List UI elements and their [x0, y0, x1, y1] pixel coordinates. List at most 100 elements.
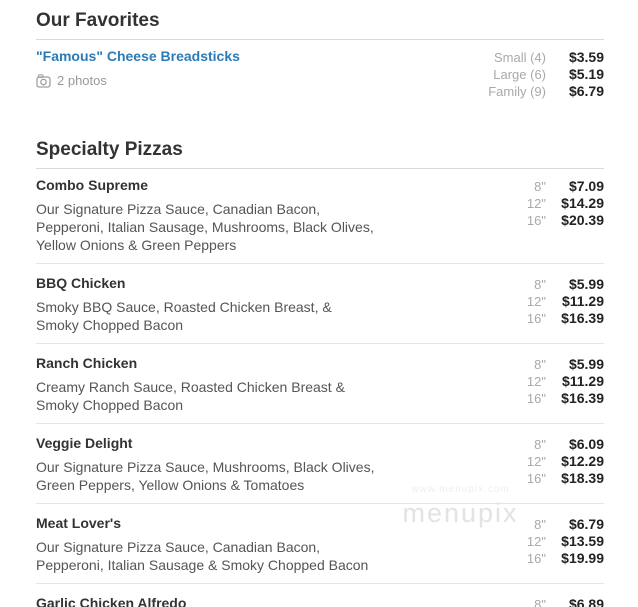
menu-section: Specialty Pizzas Combo Supreme Our Signa…: [36, 139, 604, 607]
price-row: Family (9) $6.79: [462, 83, 604, 100]
size-label: 8": [534, 437, 546, 452]
menu-item-info: Meat Lover's Our Signature Pizza Sauce, …: [36, 515, 418, 574]
menu-item-info: BBQ Chicken Smoky BBQ Sauce, Roasted Chi…: [36, 275, 418, 334]
price-value: $5.99: [568, 276, 604, 292]
price-row: 16" $16.39: [462, 310, 604, 327]
section-title: Specialty Pizzas: [36, 139, 604, 169]
size-label: 12": [526, 294, 546, 309]
price-value: $6.79: [568, 83, 604, 99]
price-rows: 8" $5.99 12" $11.29 16" $16.39: [462, 275, 604, 327]
price-row: 8" $5.99: [462, 276, 604, 293]
size-label: 12": [526, 454, 546, 469]
section-items: "Famous" Cheese Breadsticks 2 photos Sma…: [36, 40, 604, 109]
price-row: 12" $11.29: [462, 373, 604, 390]
size-label: 16": [526, 311, 546, 326]
price-row: 12" $11.29: [462, 293, 604, 310]
menu-item-name: Ranch Chicken: [36, 355, 138, 371]
menu-item-name: Veggie Delight: [36, 435, 133, 451]
price-row: 8" $7.09: [462, 178, 604, 195]
price-row: 16" $16.39: [462, 390, 604, 407]
size-label: 16": [526, 213, 546, 228]
size-label: 8": [534, 357, 546, 372]
price-value: $13.59: [561, 533, 604, 549]
price-row: 8" $6.89: [462, 596, 604, 607]
menu-item: "Famous" Cheese Breadsticks 2 photos Sma…: [36, 40, 604, 109]
price-value: $19.99: [561, 550, 604, 566]
price-value: $16.39: [561, 310, 604, 326]
price-row: 8" $5.99: [462, 356, 604, 373]
price-value: $6.79: [568, 516, 604, 532]
price-value: $16.39: [561, 390, 604, 406]
size-label: Small (4): [493, 50, 546, 65]
price-value: $3.59: [568, 49, 604, 65]
size-label: 8": [534, 597, 546, 607]
price-value: $11.29: [561, 373, 604, 389]
menu-item-name: Combo Supreme: [36, 177, 149, 193]
section-items: Combo Supreme Our Signature Pizza Sauce,…: [36, 169, 604, 607]
menu-item-info: Veggie Delight Our Signature Pizza Sauce…: [36, 435, 418, 494]
size-label: 12": [526, 196, 546, 211]
price-value: $18.39: [561, 470, 604, 486]
size-label: 12": [526, 374, 546, 389]
menu-item-name: Meat Lover's: [36, 515, 122, 531]
price-rows: 8" $6.09 12" $12.29 16" $18.39: [462, 435, 604, 487]
menu-item: BBQ Chicken Smoky BBQ Sauce, Roasted Chi…: [36, 263, 604, 343]
menu-item: Ranch Chicken Creamy Ranch Sauce, Roaste…: [36, 343, 604, 423]
price-row: 12" $12.29: [462, 453, 604, 470]
price-value: $20.39: [561, 212, 604, 228]
sections: Our Favorites "Famous" Cheese Breadstick…: [36, 10, 604, 607]
camera-icon: [36, 73, 51, 88]
price-value: $7.09: [568, 178, 604, 194]
price-value: $6.09: [568, 436, 604, 452]
menu-item-description: Creamy Ranch Sauce, Roasted Chicken Brea…: [36, 379, 345, 413]
menu-item-info: "Famous" Cheese Breadsticks 2 photos: [36, 48, 418, 88]
section-title: Our Favorites: [36, 10, 604, 40]
menu-item-description: Smoky BBQ Sauce, Roasted Chicken Breast,…: [36, 299, 332, 333]
price-value: $6.89: [568, 596, 604, 607]
size-label: 16": [526, 391, 546, 406]
menu-item-name: BBQ Chicken: [36, 275, 126, 291]
price-value: $11.29: [561, 293, 604, 309]
menu-item-description: Our Signature Pizza Sauce, Canadian Baco…: [36, 539, 369, 573]
price-rows: 8" $5.99 12" $11.29 16" $16.39: [462, 355, 604, 407]
menu-section: Our Favorites "Famous" Cheese Breadstick…: [36, 10, 604, 109]
size-label: 8": [534, 179, 546, 194]
price-rows: 8" $6.79 12" $13.59 16" $19.99: [462, 515, 604, 567]
menu-item-description: Our Signature Pizza Sauce, Mushrooms, Bl…: [36, 459, 375, 493]
photos-label: 2 photos: [57, 73, 107, 88]
menu-item: Garlic Chicken Alfredo Garlic Alfredo Sa…: [36, 583, 604, 607]
size-label: 12": [526, 534, 546, 549]
size-label: Large (6): [493, 67, 546, 82]
price-value: $5.19: [568, 66, 604, 82]
price-rows: 8" $7.09 12" $14.29 16" $20.39: [462, 177, 604, 229]
menu-item: Veggie Delight Our Signature Pizza Sauce…: [36, 423, 604, 503]
price-row: Large (6) $5.19: [462, 66, 604, 83]
photos-link[interactable]: 2 photos: [36, 73, 418, 88]
price-value: $12.29: [561, 453, 604, 469]
size-label: 16": [526, 471, 546, 486]
menu-item-description: Our Signature Pizza Sauce, Canadian Baco…: [36, 201, 374, 253]
menu-item-name[interactable]: "Famous" Cheese Breadsticks: [36, 48, 240, 64]
price-row: 8" $6.79: [462, 516, 604, 533]
price-value: $14.29: [561, 195, 604, 211]
price-row: 16" $18.39: [462, 470, 604, 487]
menu-item: Meat Lover's Our Signature Pizza Sauce, …: [36, 503, 604, 583]
menu-item-name: Garlic Chicken Alfredo: [36, 595, 187, 607]
price-row: 12" $13.59: [462, 533, 604, 550]
price-rows: Small (4) $3.59 Large (6) $5.19 Family (…: [462, 48, 604, 100]
menu-item: Combo Supreme Our Signature Pizza Sauce,…: [36, 169, 604, 263]
menu-item-info: Ranch Chicken Creamy Ranch Sauce, Roaste…: [36, 355, 418, 414]
size-label: 16": [526, 551, 546, 566]
menu-item-info: Combo Supreme Our Signature Pizza Sauce,…: [36, 177, 418, 254]
price-row: 8" $6.09: [462, 436, 604, 453]
price-value: $5.99: [568, 356, 604, 372]
menu-item-info: Garlic Chicken Alfredo Garlic Alfredo Sa…: [36, 595, 418, 607]
size-label: Family (9): [488, 84, 546, 99]
price-rows: 8" $6.89 12" $13.79 16" $20.19: [462, 595, 604, 607]
size-label: 8": [534, 277, 546, 292]
price-row: 16" $19.99: [462, 550, 604, 567]
price-row: 16" $20.39: [462, 212, 604, 229]
price-row: Small (4) $3.59: [462, 49, 604, 66]
